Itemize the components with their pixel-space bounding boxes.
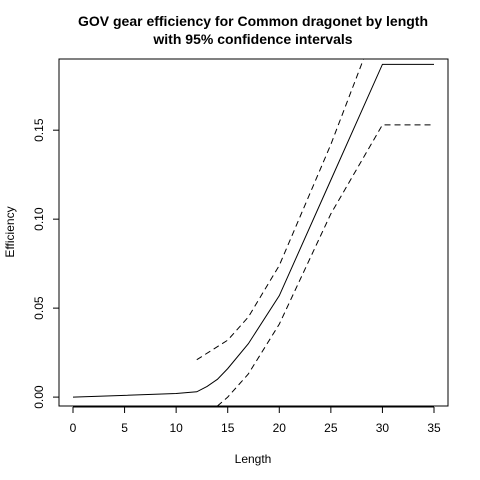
confidence-bound-line	[196, 59, 365, 361]
confidence-bound-line	[217, 124, 434, 406]
x-tick-label: 0	[70, 421, 77, 435]
y-axis: 0.00 0.05 0.10 0.15	[32, 118, 60, 409]
y-tick-label: 0.15	[32, 118, 46, 142]
x-tick-label: 25	[324, 421, 338, 435]
x-axis: 0 5 10 15 20 25 30 35	[70, 406, 441, 435]
x-axis-label: Length	[235, 452, 272, 466]
x-tick-label: 30	[376, 421, 390, 435]
plot-frame	[58, 58, 449, 407]
y-tick-label: 0.05	[32, 296, 46, 320]
chart-subtitle: with 95% confidence intervals	[152, 31, 352, 47]
x-tick-label: 20	[273, 421, 287, 435]
y-tick-label: 0.10	[32, 207, 46, 231]
x-tick-label: 15	[221, 421, 235, 435]
x-tick-label: 5	[121, 421, 128, 435]
series-group	[72, 59, 434, 406]
x-tick-label: 35	[427, 421, 441, 435]
x-tick-label: 10	[169, 421, 183, 435]
efficiency-line	[72, 63, 434, 398]
y-axis-label: Efficiency	[3, 206, 17, 257]
chart-title: GOV gear efficiency for Common dragonet …	[78, 13, 428, 29]
y-tick-label: 0.00	[32, 385, 46, 409]
